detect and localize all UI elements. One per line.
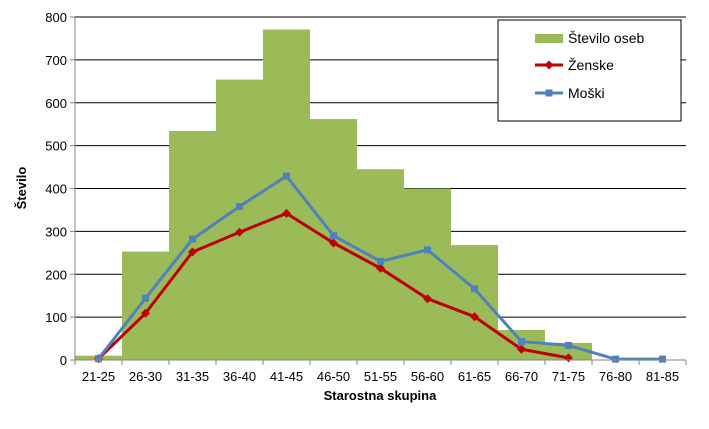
y-axis-title: Število: [14, 167, 29, 210]
y-tick-label: 100: [45, 310, 67, 325]
data-point: [95, 355, 102, 363]
data-point: [235, 227, 244, 237]
y-tick-label: 300: [45, 224, 67, 239]
y-tick-label: 800: [45, 10, 67, 25]
axes: [74, 17, 686, 361]
x-tick-label: 76-80: [599, 369, 632, 384]
data-point: [518, 338, 525, 346]
x-tick-label: 56-60: [411, 369, 444, 384]
y-tick-label: 600: [45, 96, 67, 111]
data-point: [282, 208, 291, 218]
line-series: [94, 172, 666, 364]
line-series-1: [94, 208, 573, 364]
y-tick-labels: 0 100 200 300 400 500 600 700 800: [45, 10, 67, 368]
x-tick-label: 46-50: [317, 369, 350, 384]
y-tick-label: 0: [60, 353, 67, 368]
data-point: [329, 238, 338, 248]
line-series-2: [95, 172, 666, 363]
data-point: [188, 247, 197, 257]
data-point: [659, 355, 666, 363]
x-tick-label: 21-25: [82, 369, 115, 384]
data-point: [142, 294, 149, 302]
bar: [122, 251, 169, 360]
data-point: [565, 341, 572, 349]
legend-marker-men: [545, 89, 553, 97]
x-tick-label: 26-30: [129, 369, 162, 384]
x-tick-label: 81-85: [646, 369, 679, 384]
y-tick-label: 400: [45, 182, 67, 197]
x-tick-label: 71-75: [552, 369, 585, 384]
x-tick-labels: 21-25 26-30 31-35 36-40 41-45 46-50 51-55 56-60…: [74, 360, 687, 384]
legend: Število oseb Ženske Moški: [497, 19, 682, 122]
y-tick-label: 200: [45, 267, 67, 282]
legend-marker-women: [544, 60, 554, 70]
legend-label-women: Ženske: [568, 57, 614, 73]
legend-item-women: Ženske: [535, 57, 614, 73]
data-point: [283, 172, 290, 180]
data-point: [189, 235, 196, 243]
data-point: [470, 312, 479, 322]
data-point: [423, 294, 432, 304]
x-tick-label: 31-35: [176, 369, 209, 384]
legend-item-men: Moški: [535, 85, 605, 101]
data-point: [376, 263, 385, 273]
data-point: [141, 308, 150, 318]
bar: [451, 245, 498, 360]
y-tick-label: 500: [45, 139, 67, 154]
legend-item-bars: Število oseb: [535, 30, 644, 46]
data-point: [517, 344, 526, 354]
legend-label-men: Moški: [568, 85, 605, 101]
data-point: [471, 285, 478, 293]
x-tick-label: 61-65: [458, 369, 491, 384]
data-point: [377, 257, 384, 265]
bar: [216, 79, 263, 360]
data-point: [236, 203, 243, 211]
bar: [404, 188, 451, 360]
data-point: [330, 232, 337, 240]
data-point: [612, 355, 619, 363]
y-tick-label: 700: [45, 53, 67, 68]
legend-box: [497, 19, 682, 122]
x-tick-label: 51-55: [364, 369, 397, 384]
x-tick-label: 36-40: [223, 369, 256, 384]
x-tick-label: 66-70: [505, 369, 538, 384]
legend-swatch-bars: [535, 34, 563, 43]
x-tick-label: 41-45: [270, 369, 303, 384]
data-point: [424, 246, 431, 254]
legend-label-bars: Število oseb: [568, 30, 644, 46]
x-axis-title: Starostna skupina: [324, 388, 437, 403]
